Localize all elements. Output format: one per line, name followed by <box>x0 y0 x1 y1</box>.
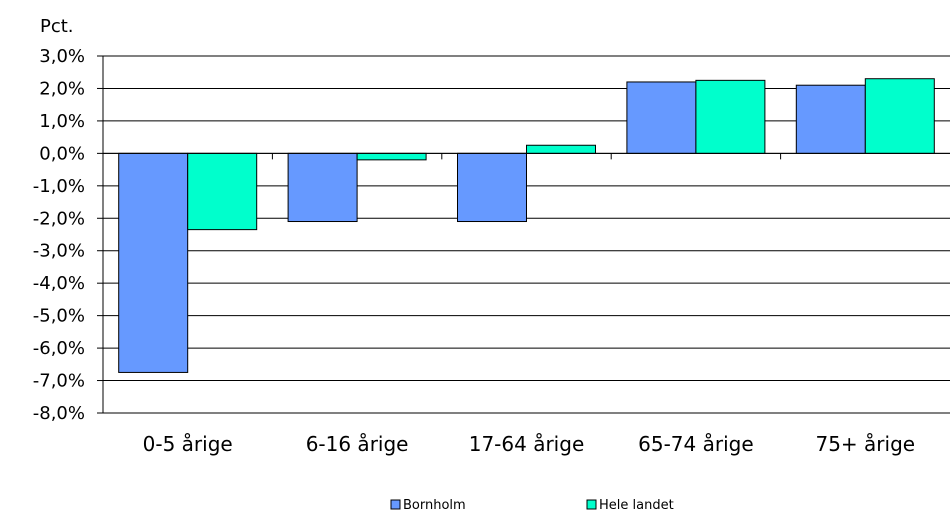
legend-swatch <box>390 499 401 510</box>
bars <box>118 78 935 373</box>
x-tick-label: 75+ årige <box>815 432 915 456</box>
x-tick-labels: 0-5 årige 6-16 årige 17-64 årige 65-74 årig… <box>143 432 915 456</box>
x-tick-label: 17-64 årige <box>469 432 585 456</box>
bar-bornholm <box>118 152 189 373</box>
axes <box>97 55 950 414</box>
x-tick-label: 6-16 årige <box>306 432 409 456</box>
y-tick-label: -4,0% <box>33 273 85 294</box>
bar-bornholm <box>795 84 866 154</box>
bar-hele-landet <box>695 79 766 154</box>
legend-swatch <box>586 499 597 510</box>
y-tick-label: 3,0% <box>39 46 85 67</box>
bar-hele-landet <box>864 78 935 154</box>
y-tick-label: -3,0% <box>33 241 85 262</box>
y-tick-label: -5,0% <box>33 306 85 327</box>
y-tick-label: 2,0% <box>39 78 85 99</box>
x-tick-label: 0-5 årige <box>143 432 233 456</box>
legend: Bornholm Hele landet <box>390 498 674 513</box>
y-tick-labels: 3,0% 2,0% 1,0% 0,0% -1,0% -2,0% -3,0% -4,0% -5,0… <box>33 46 85 424</box>
y-tick-label: -2,0% <box>33 208 85 229</box>
y-unit-label: Pct. <box>40 16 74 37</box>
y-tick-label: 1,0% <box>39 111 85 132</box>
y-tick-label: -6,0% <box>33 338 85 359</box>
legend-item-bornholm: Bornholm <box>390 498 466 513</box>
bar-hele-landet <box>526 144 596 154</box>
bar-bornholm <box>457 152 527 223</box>
bar-hele-landet <box>356 152 427 161</box>
bar-bornholm <box>626 81 697 154</box>
y-tick-label: -1,0% <box>33 176 85 197</box>
legend-label: Hele landet <box>599 498 674 513</box>
y-tick-label: 0,0% <box>39 143 85 164</box>
legend-item-hele-landet: Hele landet <box>586 498 674 513</box>
y-tick-label: -8,0% <box>33 403 85 424</box>
legend-label: Bornholm <box>403 498 466 513</box>
bar-bornholm <box>287 152 358 223</box>
x-tick-label: 65-74 årige <box>638 432 754 456</box>
y-tick-label: -7,0% <box>33 371 85 392</box>
bar-hele-landet <box>187 152 258 231</box>
